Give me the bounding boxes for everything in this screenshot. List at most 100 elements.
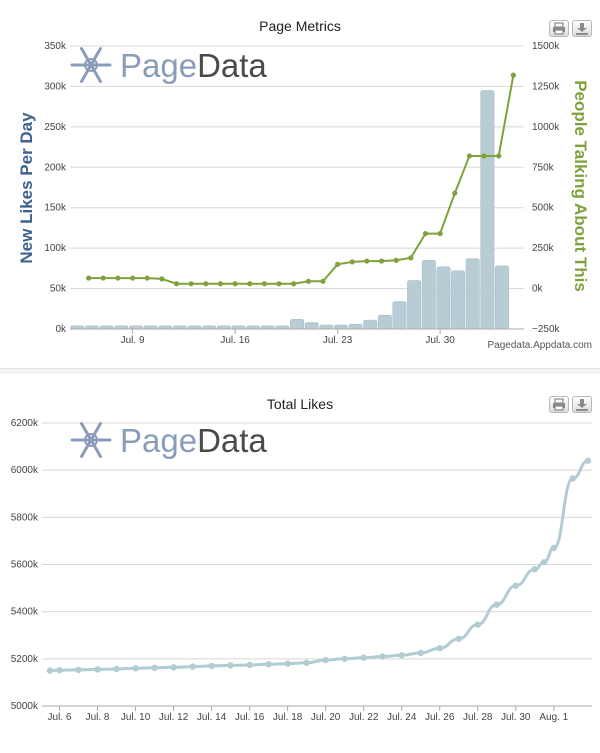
talking-point — [100, 275, 106, 281]
talking-point — [276, 281, 282, 287]
total-likes-point — [151, 664, 158, 671]
talking-point — [144, 275, 150, 281]
bar — [333, 324, 348, 330]
talking-point — [510, 72, 516, 78]
x-tick-label: Jul. 6 — [48, 712, 72, 723]
y-tick-label: 350k — [44, 41, 67, 52]
total-likes-point — [94, 666, 101, 673]
bar — [436, 266, 451, 330]
total-likes-point — [132, 665, 139, 672]
logo-text-part2: Data — [197, 422, 267, 459]
credit-link[interactable]: Pagedata.Appdata.com — [487, 340, 592, 351]
y2-tick-label: 500k — [532, 203, 555, 214]
y-tick-label: 6000k — [11, 465, 39, 476]
total-likes-point — [379, 653, 386, 660]
total-likes-point — [474, 621, 481, 628]
x-tick-label: Jul. 10 — [121, 712, 151, 723]
bar — [421, 260, 436, 330]
x-tick-label: Jul. 14 — [197, 712, 227, 723]
logo-text-part1: Page — [120, 47, 197, 84]
talking-point — [261, 281, 267, 287]
download-icon — [576, 23, 588, 35]
pagedata-logo: PageData — [70, 47, 267, 84]
total-likes-point — [265, 661, 272, 668]
total-likes-point — [284, 660, 291, 667]
bar — [377, 315, 392, 330]
x-tick-label: Jul. 12 — [159, 712, 189, 723]
total-likes-point — [398, 652, 405, 659]
y2-tick-label: −250k — [532, 324, 561, 335]
talking-point — [378, 258, 385, 264]
y2-tick-label: 1250k — [532, 81, 560, 92]
talking-point — [247, 281, 253, 287]
talking-point — [291, 281, 297, 287]
x-tick-label: Jul. 23 — [323, 335, 353, 346]
print-icon — [553, 22, 565, 35]
y-axis-label: New Likes Per Day — [17, 112, 36, 264]
x-tick-label: Jul. 8 — [86, 712, 110, 723]
y-tick-label: 5200k — [11, 654, 39, 665]
y2-tick-label: 1500k — [532, 41, 560, 52]
y2-tick-label: 1000k — [532, 122, 560, 133]
y2-axis-label: People Talking About This — [571, 80, 590, 292]
y-tick-label: 0k — [55, 324, 67, 335]
talking-point — [393, 257, 399, 263]
logo-text: PageData — [120, 422, 267, 459]
x-tick-label: Jul. 20 — [311, 712, 341, 723]
total-likes-point — [493, 601, 500, 608]
talking-point — [203, 281, 209, 287]
bar — [451, 270, 466, 330]
print-button[interactable] — [549, 20, 569, 37]
export-button[interactable] — [572, 396, 592, 413]
y-tick-label: 150k — [44, 203, 67, 214]
download-icon — [576, 399, 588, 411]
y-tick-label: 5600k — [11, 560, 39, 571]
talking-point — [320, 278, 326, 284]
y-tick-label: 5800k — [11, 512, 39, 523]
talking-point — [496, 153, 502, 159]
total-likes-point — [512, 582, 519, 589]
bar — [363, 319, 378, 330]
talking-point — [466, 153, 473, 159]
total-likes-point — [341, 655, 348, 663]
y-tick-label: 6200k — [11, 418, 39, 429]
talking-point — [481, 153, 487, 159]
talking-point — [364, 258, 370, 264]
talking-point — [159, 276, 165, 282]
total-likes-point — [436, 645, 443, 652]
talking-point — [349, 259, 355, 265]
total-likes-point — [303, 659, 310, 667]
bar — [495, 265, 510, 330]
talking-point — [335, 261, 341, 267]
bar — [319, 324, 334, 330]
talking-point — [115, 275, 121, 281]
page-metrics-panel: Page Metrics 0k −250k 50k 0k 100k 250k 150k 500… — [0, 0, 600, 368]
talking-point — [452, 190, 458, 196]
total-likes-point — [455, 635, 462, 642]
y-tick-label: 250k — [44, 122, 67, 133]
talking-point — [129, 275, 136, 281]
x-tick-label: Aug. 1 — [539, 712, 568, 723]
y-tick-label: 5000k — [11, 701, 39, 712]
total-likes-point — [550, 544, 557, 552]
talking-point — [86, 275, 92, 281]
y-tick-label: 50k — [50, 284, 67, 295]
total-likes-point — [46, 667, 54, 674]
print-button[interactable] — [549, 396, 569, 413]
total-likes-chart: 5000k 5200k 5400k 5600k 5800k 6000k 6200k PageD… — [11, 418, 592, 723]
talking-point — [437, 230, 443, 237]
bar — [465, 258, 480, 330]
talking-point — [408, 255, 414, 261]
total-likes-point — [56, 666, 63, 674]
total-likes-point — [189, 663, 196, 670]
export-button[interactable] — [572, 20, 592, 37]
bar — [407, 280, 422, 330]
total-likes-point — [170, 664, 177, 671]
x-tick-label: Jul. 28 — [463, 712, 493, 723]
logo-text-part1: Page — [120, 422, 197, 459]
y-tick-label: 200k — [44, 162, 67, 173]
talking-point — [217, 281, 224, 287]
x-tick-label: Jul. 9 — [121, 335, 145, 346]
total-likes-point — [569, 475, 576, 482]
print-icon — [553, 398, 565, 411]
